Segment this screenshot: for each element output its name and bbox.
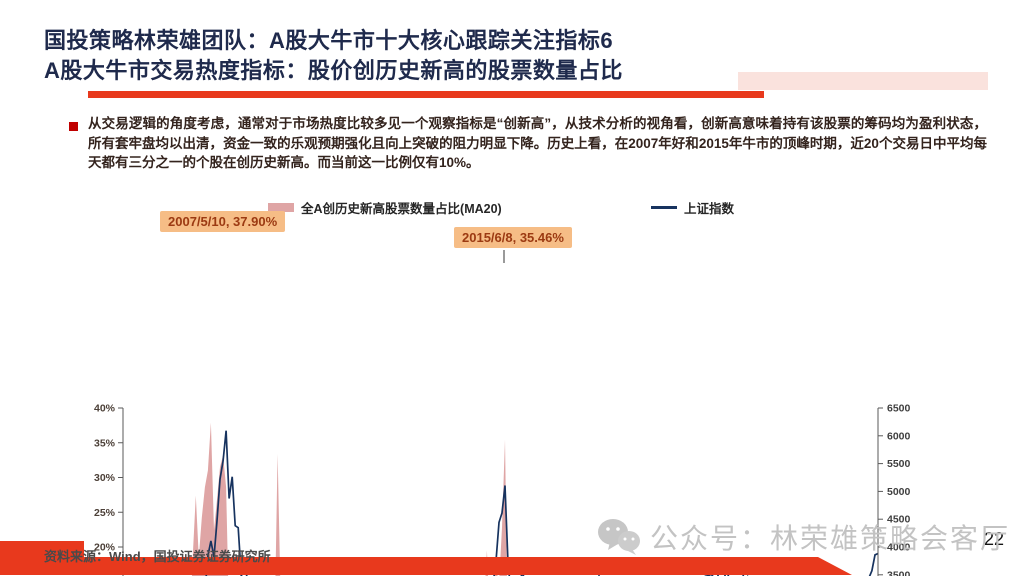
annotation-2007-peak: 2007/5/10, 37.90%: [160, 211, 286, 232]
legend-label: 全A创历史新高股票数量占比(MA20): [301, 201, 502, 216]
annotation-2015-peak: 2015/6/8, 35.46%: [454, 227, 572, 248]
y-axis-tick-label-left: 25%: [94, 507, 116, 519]
legend-label: 上证指数: [684, 201, 735, 216]
title-pink-highlight: [738, 72, 988, 90]
y-axis-tick-label-right: 5000: [887, 486, 911, 498]
body-paragraph: 从交易逻辑的角度考虑，通常对于市场热度比较多见一个观察指标是“创新高”，从技术分…: [88, 116, 987, 170]
page-title-line1: 国投策略林荣雄团队：A股大牛市十大核心跟踪关注指标6: [44, 28, 614, 53]
y-axis-tick-label-right: 3500: [887, 569, 911, 576]
y-axis-tick-label-right: 6500: [887, 403, 911, 415]
legend-line-swatch-icon: [651, 205, 677, 209]
footer-red-band: [0, 541, 852, 575]
y-axis-tick-label-left: 40%: [94, 403, 116, 415]
y-axis-tick-label-left: 35%: [94, 437, 116, 449]
y-axis-tick-label-right: 5500: [887, 458, 911, 470]
legend-area-swatch-icon: [268, 202, 294, 212]
source-note: 资料来源：Wind，国投证券证券研究所: [44, 549, 271, 564]
bullet-square-icon: [69, 122, 78, 131]
page-title-line2: A股大牛市交易热度指标：股价创历史新高的股票数量占比: [44, 58, 623, 83]
y-axis-tick-label-right: 6000: [887, 430, 911, 442]
chart-container: 0%5%10%15%20%25%30%35%40%150020002500300…: [0, 195, 1024, 576]
title-underline: [88, 91, 764, 98]
annotation-leader-line: [503, 250, 505, 263]
page-title: 国投策略林荣雄团队：A股大牛市十大核心跟踪关注指标6 A股大牛市交易热度指标：股…: [44, 26, 984, 86]
y-axis-tick-label-right: 4500: [887, 514, 911, 526]
legend-item-sse-index: 上证指数: [651, 200, 735, 216]
series-sse-index-line: [205, 430, 878, 576]
y-axis-tick-label-left: 30%: [94, 472, 116, 484]
legend-item-new-high-ratio: 全A创历史新高股票数量占比(MA20): [268, 200, 502, 216]
y-axis-tick-label-right: 4000: [887, 542, 911, 554]
y-axis-tick-label-left: 20%: [94, 542, 116, 554]
page-number: 22: [983, 529, 1004, 549]
